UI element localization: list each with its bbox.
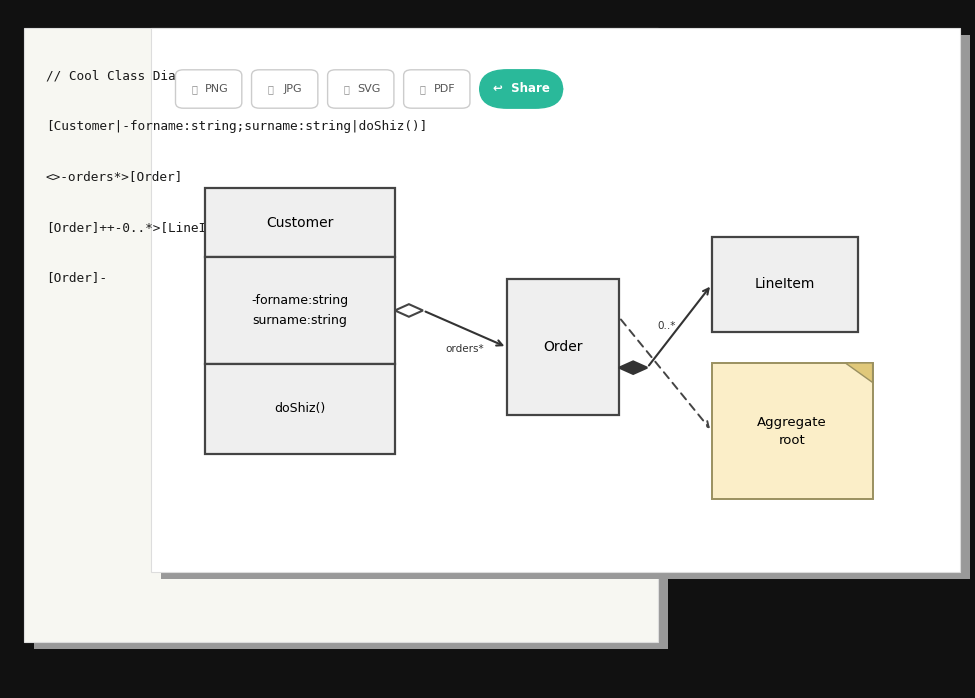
Text: ⬜: ⬜ bbox=[191, 84, 197, 94]
Text: [Order]-: [Order]- bbox=[46, 271, 107, 284]
FancyBboxPatch shape bbox=[176, 70, 242, 108]
FancyBboxPatch shape bbox=[404, 70, 470, 108]
Text: Customer: Customer bbox=[266, 216, 333, 230]
Text: ⬜: ⬜ bbox=[267, 84, 273, 94]
FancyBboxPatch shape bbox=[480, 70, 563, 108]
Text: PDF: PDF bbox=[434, 84, 455, 94]
Polygon shape bbox=[619, 362, 647, 374]
Text: doShiz(): doShiz() bbox=[274, 402, 326, 415]
Bar bbox=[712, 363, 873, 499]
Bar bbox=[507, 279, 619, 415]
Text: JPG: JPG bbox=[284, 84, 302, 94]
Text: 0..*: 0..* bbox=[657, 321, 676, 331]
Polygon shape bbox=[395, 304, 423, 317]
Polygon shape bbox=[205, 188, 231, 199]
Text: [Order]++-0..*>[LineItem]: [Order]++-0..*>[LineItem] bbox=[46, 221, 237, 234]
Text: PNG: PNG bbox=[205, 84, 228, 94]
Text: Aggregate
root: Aggregate root bbox=[758, 415, 827, 447]
Bar bbox=[151, 28, 960, 572]
Bar bbox=[34, 35, 668, 649]
Text: LineItem: LineItem bbox=[755, 277, 815, 292]
Text: ⬜: ⬜ bbox=[419, 84, 425, 94]
Bar bbox=[161, 35, 970, 579]
Text: SVG: SVG bbox=[357, 84, 380, 94]
Text: Order: Order bbox=[543, 340, 583, 355]
Text: orders*: orders* bbox=[446, 344, 485, 354]
Text: ⬜: ⬜ bbox=[343, 84, 349, 94]
Text: -forname:string
surname:string: -forname:string surname:string bbox=[252, 294, 348, 327]
Bar bbox=[205, 188, 395, 258]
Text: [Customer|-forname:string;surname:string|doShiz()]: [Customer|-forname:string;surname:string… bbox=[46, 120, 427, 133]
Bar bbox=[712, 237, 858, 332]
Bar bbox=[205, 364, 395, 454]
Text: // Cool Class Diagram: // Cool Class Diagram bbox=[46, 70, 206, 83]
Polygon shape bbox=[845, 363, 873, 383]
Text: ↩  Share: ↩ Share bbox=[492, 82, 550, 96]
FancyBboxPatch shape bbox=[252, 70, 318, 108]
Bar bbox=[24, 28, 658, 642]
Text: <>-orders*>[Order]: <>-orders*>[Order] bbox=[46, 170, 183, 184]
Bar bbox=[205, 258, 395, 364]
FancyBboxPatch shape bbox=[328, 70, 394, 108]
